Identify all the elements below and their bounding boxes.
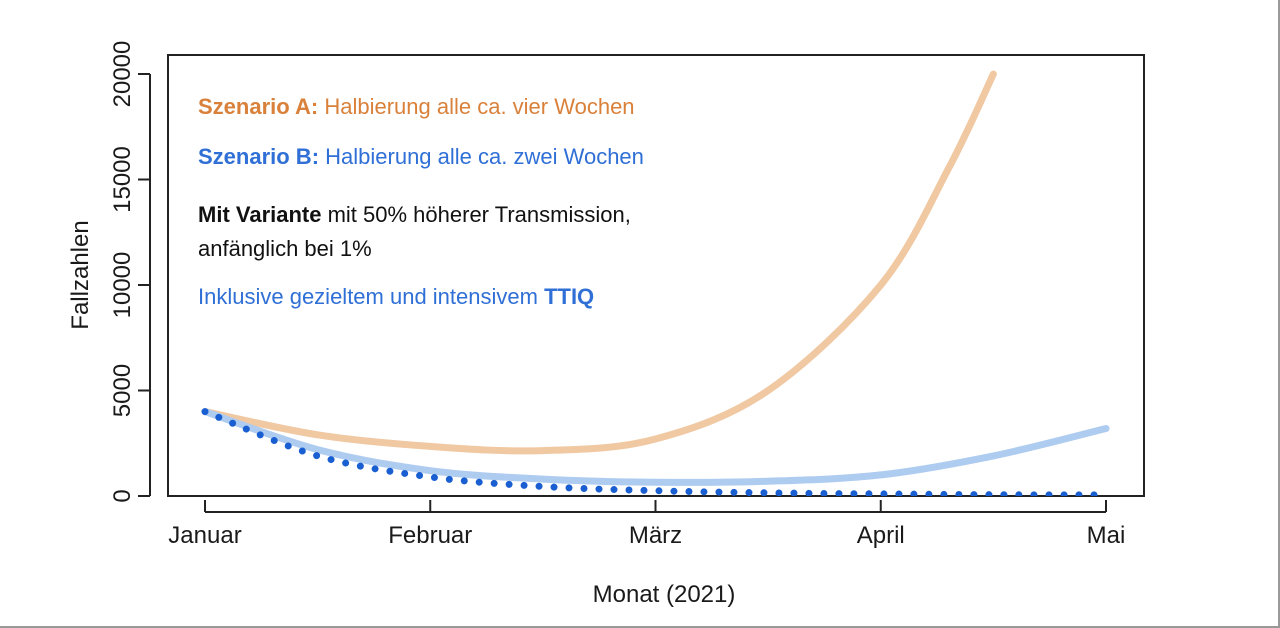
x-tick-label: Januar xyxy=(168,522,241,549)
legend-variant-bold: Mit Variante xyxy=(198,202,321,227)
y-tick-label: 15000 xyxy=(109,146,136,213)
y-tick-label: 0 xyxy=(109,489,136,502)
legend-b-bold: Szenario B: xyxy=(198,144,319,169)
legend: Szenario A: Halbierung alle ca. vier Woc… xyxy=(198,94,644,309)
legend-b-text: Halbierung alle ca. zwei Wochen xyxy=(319,144,644,169)
y-tick-label: 5000 xyxy=(109,364,136,417)
y-tick-label: 20000 xyxy=(109,41,136,108)
series-line-b xyxy=(201,408,1110,486)
y-tick-label: 10000 xyxy=(109,252,136,319)
legend-a-text: Halbierung alle ca. vier Wochen xyxy=(318,94,634,119)
x-axis-title: Monat (2021) xyxy=(593,581,736,608)
x-tick-label: Mai xyxy=(1087,522,1126,549)
legend-entry-variant-line2: anfänglich bei 1% xyxy=(198,236,372,261)
plot-frame xyxy=(167,54,1145,497)
series-layer xyxy=(201,70,1110,496)
x-axis: Januar Februar März April Mai xyxy=(168,500,1125,549)
legend-entry-a: Szenario A: Halbierung alle ca. vier Woc… xyxy=(198,94,635,119)
legend-ttiq-prefix: Inklusive gezieltem und intensivem xyxy=(198,284,544,309)
y-axis: 0 5000 10000 15000 20000 xyxy=(109,41,151,503)
series-line-a xyxy=(201,70,997,455)
y-axis-title: Fallzahlen xyxy=(67,220,94,329)
x-tick-label: April xyxy=(857,522,905,549)
legend-entry-b: Szenario B: Halbierung alle ca. zwei Woc… xyxy=(198,144,644,169)
x-tick-label: Februar xyxy=(388,522,472,549)
x-tick-label: März xyxy=(629,522,682,549)
legend-ttiq-bold: TTIQ xyxy=(544,284,594,309)
legend-entry-variant: Mit Variante mit 50% höherer Transmissio… xyxy=(198,202,631,227)
legend-a-bold: Szenario A: xyxy=(198,94,318,119)
series-line-ttiq xyxy=(201,408,1110,496)
legend-variant-text: mit 50% höherer Transmission, xyxy=(321,202,630,227)
legend-entry-ttiq: Inklusive gezieltem und intensivem TTIQ xyxy=(198,284,594,309)
